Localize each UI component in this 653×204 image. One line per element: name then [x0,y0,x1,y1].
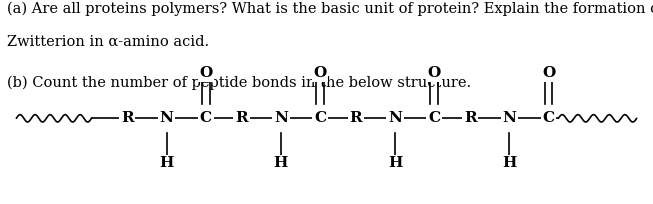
Text: N: N [502,111,517,125]
Text: H: H [388,156,402,170]
Text: R: R [235,111,248,125]
Text: C: C [314,111,326,125]
Text: N: N [388,111,402,125]
Text: N: N [159,111,174,125]
Text: O: O [542,67,555,80]
Text: C: C [200,111,212,125]
Text: H: H [159,156,174,170]
Text: (a) Are all proteins polymers? What is the basic unit of protein? Explain the fo: (a) Are all proteins polymers? What is t… [7,2,653,17]
Text: O: O [428,67,441,80]
Text: C: C [543,111,554,125]
Text: H: H [502,156,517,170]
Text: O: O [313,67,326,80]
Text: (b) Count the number of peptide bonds in the below structure.: (b) Count the number of peptide bonds in… [7,75,471,90]
Text: R: R [464,111,477,125]
Text: C: C [428,111,440,125]
Text: Zwitterion in α-amino acid.: Zwitterion in α-amino acid. [7,35,209,49]
Text: N: N [274,111,288,125]
Text: R: R [121,111,134,125]
Text: R: R [349,111,362,125]
Text: O: O [199,67,212,80]
Text: H: H [274,156,288,170]
